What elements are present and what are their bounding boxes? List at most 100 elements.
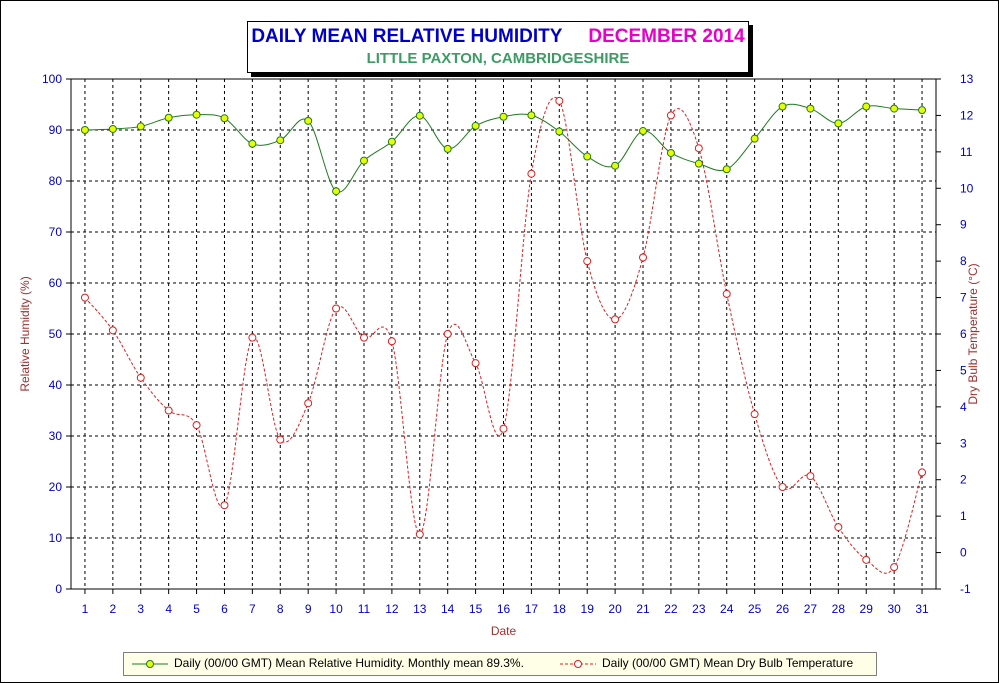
x-tick-label: 9 <box>305 602 312 616</box>
humidity-point <box>834 119 843 128</box>
y-axis-label: Relative Humidity (%) <box>18 276 32 391</box>
x-tick-label: 2 <box>110 602 117 616</box>
y2-tick-label: 1 <box>960 509 967 523</box>
temperature-point <box>583 257 592 266</box>
x-tick-label: 28 <box>832 602 846 616</box>
humidity-point <box>722 165 731 174</box>
y2-tick-label: 11 <box>960 145 973 159</box>
x-tick-label: 26 <box>776 602 790 616</box>
x-tick-label: 6 <box>221 602 228 616</box>
humidity-point <box>387 137 396 146</box>
x-tick-label: 31 <box>915 602 929 616</box>
y-tick-label: 100 <box>42 72 62 86</box>
y2-tick-label: 6 <box>960 327 967 341</box>
x-tick-label: 27 <box>804 602 818 616</box>
humidity-point <box>80 126 89 134</box>
x-tick-label: 13 <box>413 602 427 616</box>
humidity-point <box>443 144 452 153</box>
x-tick-label: 8 <box>277 602 284 616</box>
humidity-point <box>555 127 564 136</box>
y2-tick-label: 7 <box>960 291 967 305</box>
humidity-point <box>359 156 368 165</box>
temperature-point <box>136 373 145 382</box>
temperature-point <box>694 144 703 153</box>
temperature-point <box>415 530 424 539</box>
humidity-point <box>108 124 117 133</box>
temperature-point <box>332 304 341 313</box>
temperature-point <box>527 169 536 178</box>
y-tick-label: 10 <box>49 531 63 545</box>
legend: Daily (00/00 GMT) Mean Relative Humidity… <box>123 652 877 676</box>
title-box: DAILY MEAN RELATIVE HUMIDITY DECEMBER 201… <box>247 21 749 73</box>
humidity-point <box>918 106 927 115</box>
x-tick-label: 20 <box>608 602 622 616</box>
y2-axis-label: Dry Bulb Temperature (°C) <box>966 263 980 404</box>
x-tick-label: 15 <box>469 602 483 616</box>
temperature-point <box>918 468 927 477</box>
humidity-point <box>471 121 480 130</box>
x-tick-label: 17 <box>525 602 539 616</box>
y2-tick-label: 13 <box>960 72 974 86</box>
x-tick-label: 3 <box>137 602 144 616</box>
humidity-point <box>164 113 173 122</box>
temperature-point <box>834 523 843 532</box>
x-tick-label: 10 <box>329 602 343 616</box>
y-tick-label: 20 <box>49 480 63 494</box>
humidity-point <box>248 139 257 148</box>
temperature-point <box>220 501 229 510</box>
y-tick-label: 40 <box>49 378 63 392</box>
legend-humidity-label: Daily (00/00 GMT) Mean Relative Humidity… <box>174 656 524 670</box>
temperature-point <box>80 293 89 302</box>
humidity-point <box>694 159 703 168</box>
temperature-point <box>164 406 173 415</box>
humidity-point <box>136 122 145 131</box>
temperature-point <box>248 333 257 342</box>
temperature-point <box>750 410 759 419</box>
humidity-point <box>639 127 648 136</box>
temperature-point <box>108 326 117 335</box>
temperature-point <box>611 315 620 324</box>
x-tick-label: 30 <box>887 602 901 616</box>
x-tick-label: 25 <box>748 602 762 616</box>
temperature-point <box>806 472 815 481</box>
x-tick-label: 1 <box>82 602 89 616</box>
temperature-point <box>499 424 508 433</box>
temperature-point <box>443 330 452 338</box>
temperature-point <box>555 96 564 105</box>
y-tick-label: 70 <box>49 225 63 239</box>
y2-tick-label: 4 <box>960 400 967 414</box>
y-tick-label: 50 <box>49 327 63 341</box>
x-tick-label: 11 <box>358 602 371 616</box>
y-tick-label: 0 <box>55 582 62 596</box>
humidity-point <box>890 104 899 113</box>
humidity-point <box>806 104 815 113</box>
humidity-point <box>304 116 313 125</box>
x-tick-label: 14 <box>441 602 455 616</box>
humidity-point <box>750 134 759 143</box>
y2-tick-label: 8 <box>960 254 967 268</box>
humidity-point <box>666 148 675 157</box>
y-tick-label: 30 <box>49 429 63 443</box>
y-tick-label: 80 <box>49 174 63 188</box>
humidity-point <box>778 102 787 111</box>
temperature-point <box>359 333 368 342</box>
legend-temperature-label: Daily (00/00 GMT) Mean Dry Bulb Temperat… <box>602 656 854 670</box>
y2-tick-label: 5 <box>960 363 967 377</box>
x-tick-label: 23 <box>692 602 706 616</box>
x-tick-label: 4 <box>165 602 172 616</box>
x-axis-label: Date <box>491 624 517 638</box>
x-tick-label: 12 <box>385 602 399 616</box>
temperature-point <box>666 111 675 120</box>
y2-tick-label: -1 <box>960 582 971 596</box>
plot-border <box>70 78 937 590</box>
x-tick-label: 16 <box>497 602 511 616</box>
humidity-point <box>332 187 341 196</box>
humidity-point <box>527 111 536 120</box>
humidity-point <box>499 112 508 121</box>
chart-title: DAILY MEAN RELATIVE HUMIDITY <box>251 26 563 47</box>
title-line: DAILY MEAN RELATIVE HUMIDITY DECEMBER 201… <box>248 26 748 48</box>
humidity-point <box>192 110 201 119</box>
humidity-point <box>611 161 620 170</box>
y-tick-label: 60 <box>49 276 63 290</box>
